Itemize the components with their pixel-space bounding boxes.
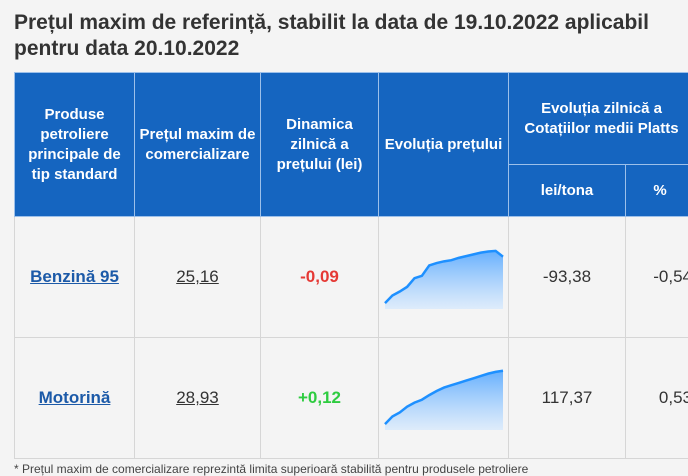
prices-table: Produse petroliere principale de tip sta… (14, 72, 688, 459)
sparkline-area (385, 371, 503, 430)
table-row: Motorină 28,93 +0,12 117,37 0,53 (15, 338, 688, 459)
max-price-value: 28,93 (176, 388, 219, 407)
product-link-motorina[interactable]: Motorină (39, 388, 111, 407)
percent-cell: -0,54 (626, 217, 688, 338)
product-link-benzina-95[interactable]: Benzină 95 (30, 267, 119, 286)
page-title: Prețul maxim de referință, stabilit la d… (14, 10, 674, 62)
header-max-price: Prețul maxim de comercializare (135, 73, 261, 217)
price-cell: 28,93 (135, 338, 261, 459)
header-percent: % (626, 165, 688, 217)
price-trend-sparkline (382, 245, 506, 309)
dynamics-value: -0,09 (300, 267, 339, 286)
price-cell: 25,16 (135, 217, 261, 338)
footnote: * Prețul maxim de comercializare reprezi… (14, 462, 528, 476)
percent-cell: 0,53 (626, 338, 688, 459)
header-evolution: Evoluția prețului (379, 73, 509, 217)
table-row: Benzină 95 25,16 -0,09 -93,38 -0,54 (15, 217, 688, 338)
dynamics-cell: -0,09 (261, 217, 379, 338)
lei-tona-cell: 117,37 (509, 338, 626, 459)
header-dynamics: Dinamica zilnică a prețului (lei) (261, 73, 379, 217)
dynamics-value: +0,12 (298, 388, 341, 407)
header-product: Produse petroliere principale de tip sta… (15, 73, 135, 217)
evolution-cell (379, 338, 509, 459)
product-cell: Motorină (15, 338, 135, 459)
price-trend-sparkline (382, 366, 506, 430)
dynamics-cell: +0,12 (261, 338, 379, 459)
evolution-cell (379, 217, 509, 338)
sparkline-area (385, 251, 503, 309)
max-price-value: 25,16 (176, 267, 219, 286)
header-platts: Evoluția zilnică a Cotațiilor medii Plat… (509, 73, 688, 165)
lei-tona-cell: -93,38 (509, 217, 626, 338)
product-cell: Benzină 95 (15, 217, 135, 338)
header-lei-tona: lei/tona (509, 165, 626, 217)
